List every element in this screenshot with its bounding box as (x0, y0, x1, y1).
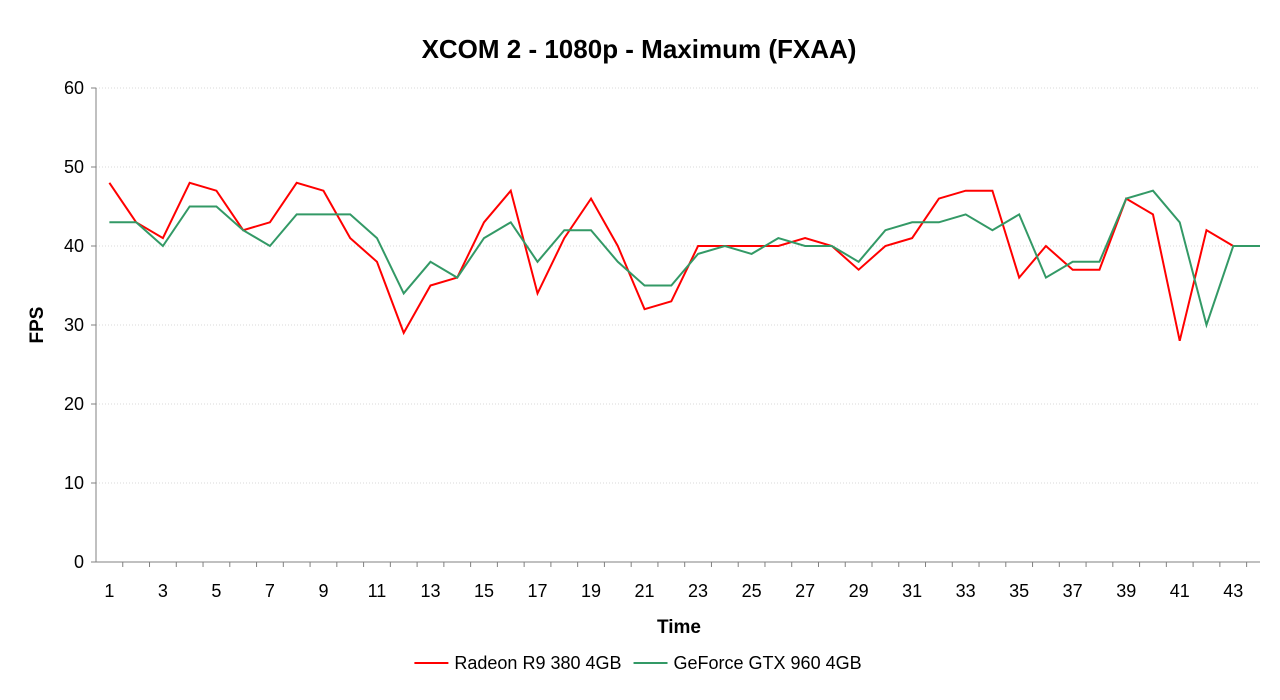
y-tick-label: 20 (64, 394, 84, 414)
y-tick-label: 0 (74, 552, 84, 572)
x-tick-label: 25 (742, 581, 762, 601)
x-tick-label: 33 (956, 581, 976, 601)
x-tick-label: 7 (265, 581, 275, 601)
x-tick-labels: 1 3 5 7 9 11 13 15 17 19 21 23 25 27 29 31 33 35 37 39 41 43 (104, 581, 1243, 601)
x-tick-label: 27 (795, 581, 815, 601)
axes (91, 87, 1260, 567)
y-axis-title: FPS (27, 307, 48, 344)
x-tick-label: 21 (635, 581, 655, 601)
y-tick-label: 10 (64, 473, 84, 493)
x-tick-label: 23 (688, 581, 708, 601)
x-tick-label: 41 (1170, 581, 1190, 601)
y-tick-label: 40 (64, 236, 84, 256)
x-tick-label: 37 (1063, 581, 1083, 601)
series-line-radeon (108, 181, 1234, 342)
x-tick-label: 13 (420, 581, 440, 601)
y-tick-label: 30 (64, 315, 84, 335)
x-tick-label: 29 (849, 581, 869, 601)
x-tick-label: 15 (474, 581, 494, 601)
x-tick-label: 17 (528, 581, 548, 601)
x-axis-title: Time (657, 617, 701, 638)
x-tick-label: 43 (1223, 581, 1243, 601)
x-tick-label: 3 (158, 581, 168, 601)
x-tick-label: 31 (902, 581, 922, 601)
x-tick-label: 39 (1116, 581, 1136, 601)
x-tick-label: 35 (1009, 581, 1029, 601)
chart-title: XCOM 2 - 1080p - Maximum (FXAA) (422, 34, 857, 64)
y-tick-labels: 0 10 20 30 40 50 60 (64, 78, 84, 572)
gridlines (96, 87, 1260, 484)
legend-label-geforce: GeForce GTX 960 4GB (674, 653, 862, 673)
x-tick-label: 9 (318, 581, 328, 601)
legend: Radeon R9 380 4GB GeForce GTX 960 4GB (414, 653, 862, 673)
legend-label-radeon: Radeon R9 380 4GB (454, 653, 621, 673)
series-lines (108, 181, 1260, 342)
x-tick-label: 1 (104, 581, 114, 601)
x-tick-label: 11 (368, 581, 387, 601)
x-tick-label: 19 (581, 581, 601, 601)
y-tick-label: 50 (64, 157, 84, 177)
y-tick-label: 60 (64, 78, 84, 98)
x-tick-label: 5 (211, 581, 221, 601)
series-line-geforce (109, 189, 1260, 329)
